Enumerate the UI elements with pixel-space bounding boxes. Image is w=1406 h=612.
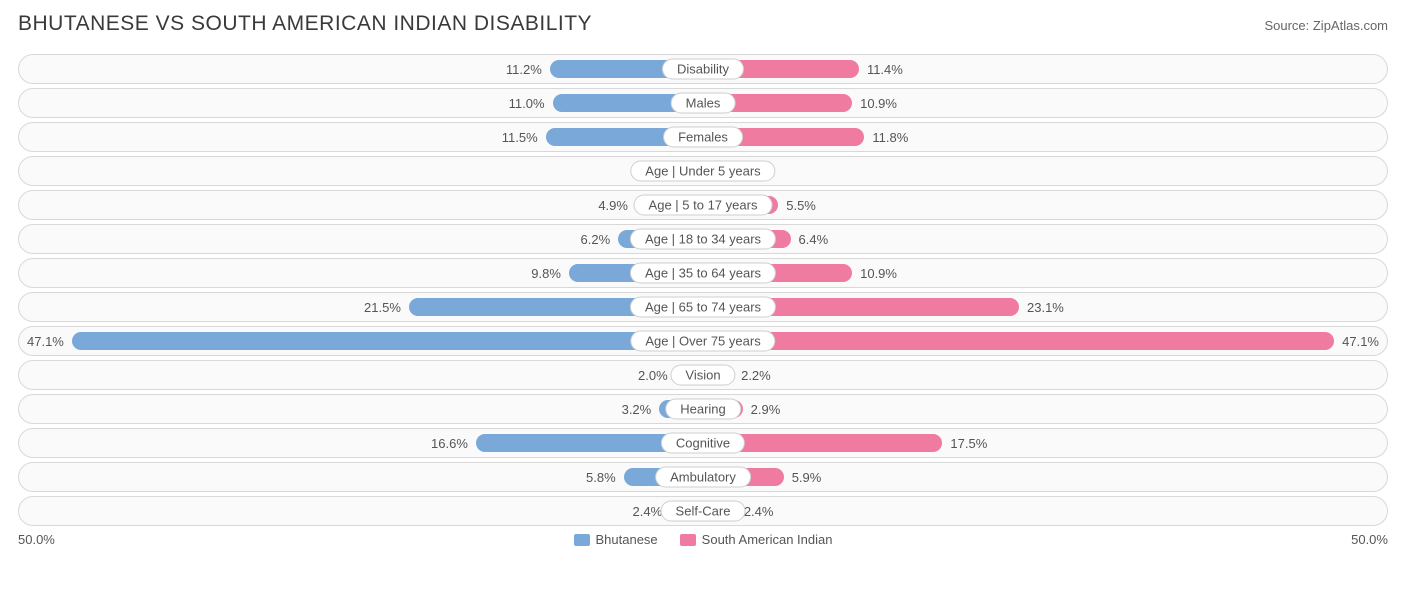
row-left-half: 2.0% — [19, 361, 703, 389]
row-left-half: 1.2% — [19, 157, 703, 185]
right-percent-label: 23.1% — [1019, 300, 1072, 315]
legend: Bhutanese South American Indian — [574, 532, 833, 547]
row-right-half: 17.5% — [703, 429, 1387, 457]
category-pill: Vision — [670, 365, 735, 386]
right-percent-label: 6.4% — [791, 232, 837, 247]
chart-row: 11.0% 10.9% Males — [18, 88, 1388, 118]
row-right-half: 23.1% — [703, 293, 1387, 321]
row-left-half: 11.0% — [19, 89, 703, 117]
right-percent-label: 47.1% — [1334, 334, 1387, 349]
left-percent-label: 21.5% — [356, 300, 409, 315]
row-right-half: 1.3% — [703, 157, 1387, 185]
category-pill: Cognitive — [661, 433, 745, 454]
right-percent-label: 17.5% — [942, 436, 995, 451]
row-left-half: 4.9% — [19, 191, 703, 219]
legend-label-left: Bhutanese — [596, 532, 658, 547]
chart-row: 11.2% 11.4% Disability — [18, 54, 1388, 84]
right-percent-label: 5.5% — [778, 198, 824, 213]
chart-row: 4.9% 5.5% Age | 5 to 17 years — [18, 190, 1388, 220]
chart-row: 11.5% 11.8% Females — [18, 122, 1388, 152]
legend-label-right: South American Indian — [702, 532, 833, 547]
chart-row: 1.2%1.3%Age | Under 5 years — [18, 156, 1388, 186]
category-pill: Age | 5 to 17 years — [634, 195, 773, 216]
row-left-half: 2.4% — [19, 497, 703, 525]
right-bar — [703, 332, 1334, 350]
row-left-half: 16.6% — [19, 429, 703, 457]
row-right-half: 2.4% — [703, 497, 1387, 525]
right-percent-label: 2.2% — [733, 368, 779, 383]
row-right-half: 11.4% — [703, 55, 1387, 83]
left-percent-label: 11.5% — [494, 130, 546, 145]
right-percent-label: 2.9% — [743, 402, 789, 417]
category-pill: Hearing — [665, 399, 741, 420]
category-pill: Males — [671, 93, 736, 114]
right-percent-label: 11.8% — [864, 130, 916, 145]
left-percent-label: 47.1% — [19, 334, 72, 349]
row-left-half: 3.2% — [19, 395, 703, 423]
right-percent-label: 10.9% — [852, 96, 905, 111]
axis-right-label: 50.0% — [1351, 532, 1388, 547]
category-pill: Disability — [662, 59, 744, 80]
chart-row: 9.8% 10.9% Age | 35 to 64 years — [18, 258, 1388, 288]
row-right-half: 11.8% — [703, 123, 1387, 151]
left-percent-label: 4.9% — [590, 198, 636, 213]
chart-footer: 50.0% Bhutanese South American Indian 50… — [18, 532, 1388, 547]
row-left-half: 47.1% — [19, 327, 703, 355]
category-pill: Self-Care — [661, 501, 746, 522]
category-pill: Age | 35 to 64 years — [630, 263, 776, 284]
chart-row: 2.4%2.4%Self-Care — [18, 496, 1388, 526]
left-percent-label: 11.2% — [498, 62, 550, 77]
category-pill: Females — [663, 127, 743, 148]
left-percent-label: 2.0% — [630, 368, 676, 383]
left-percent-label: 6.2% — [573, 232, 619, 247]
chart-row: 21.5% 23.1% Age | 65 to 74 years — [18, 292, 1388, 322]
left-percent-label: 3.2% — [614, 402, 660, 417]
row-left-half: 11.2% — [19, 55, 703, 83]
row-right-half: 10.9% — [703, 259, 1387, 287]
right-percent-label: 10.9% — [852, 266, 905, 281]
chart-source: Source: ZipAtlas.com — [1264, 18, 1388, 33]
diverging-bar-chart: 11.2% 11.4% Disability 11.0% 10.9% Males 11.5%… — [18, 54, 1388, 526]
chart-row: 6.2% 6.4% Age | 18 to 34 years — [18, 224, 1388, 254]
row-right-half: 2.2% — [703, 361, 1387, 389]
category-pill: Age | Over 75 years — [630, 331, 775, 352]
chart-row: 5.8% 5.9% Ambulatory — [18, 462, 1388, 492]
legend-item-right: South American Indian — [680, 532, 833, 547]
right-percent-label: 5.9% — [784, 470, 830, 485]
left-percent-label: 16.6% — [423, 436, 476, 451]
chart-row: 47.1% 47.1% Age | Over 75 years — [18, 326, 1388, 356]
category-pill: Age | Under 5 years — [630, 161, 775, 182]
row-left-half: 5.8% — [19, 463, 703, 491]
legend-item-left: Bhutanese — [574, 532, 658, 547]
row-right-half: 47.1% — [703, 327, 1387, 355]
chart-row: 16.6% 17.5% Cognitive — [18, 428, 1388, 458]
row-left-half: 9.8% — [19, 259, 703, 287]
left-percent-label: 5.8% — [578, 470, 624, 485]
category-pill: Age | 65 to 74 years — [630, 297, 776, 318]
chart-title: BHUTANESE VS SOUTH AMERICAN INDIAN DISAB… — [18, 12, 592, 36]
legend-swatch-right — [680, 534, 696, 546]
row-right-half: 6.4% — [703, 225, 1387, 253]
chart-row: 3.2% 2.9%Hearing — [18, 394, 1388, 424]
right-percent-label: 11.4% — [859, 62, 911, 77]
row-left-half: 6.2% — [19, 225, 703, 253]
row-right-half: 2.9% — [703, 395, 1387, 423]
row-right-half: 5.5% — [703, 191, 1387, 219]
category-pill: Age | 18 to 34 years — [630, 229, 776, 250]
left-bar — [72, 332, 703, 350]
left-percent-label: 9.8% — [523, 266, 569, 281]
legend-swatch-left — [574, 534, 590, 546]
category-pill: Ambulatory — [655, 467, 751, 488]
left-percent-label: 11.0% — [501, 96, 553, 111]
row-right-half: 10.9% — [703, 89, 1387, 117]
chart-row: 2.0% 2.2%Vision — [18, 360, 1388, 390]
chart-header: BHUTANESE VS SOUTH AMERICAN INDIAN DISAB… — [18, 12, 1388, 36]
row-left-half: 11.5% — [19, 123, 703, 151]
row-right-half: 5.9% — [703, 463, 1387, 491]
row-left-half: 21.5% — [19, 293, 703, 321]
axis-left-label: 50.0% — [18, 532, 55, 547]
